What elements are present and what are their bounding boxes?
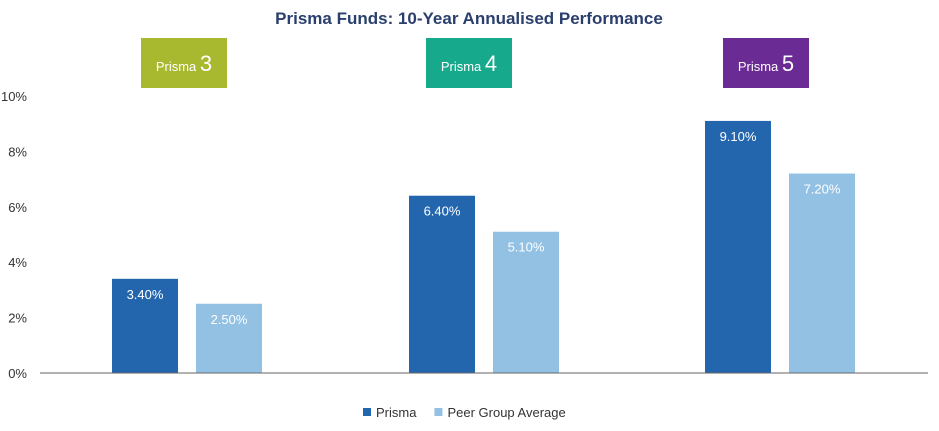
bar-value-label: 9.10% [720,129,757,144]
legend-item: Peer Group Average [434,405,566,420]
legend: Prisma Peer Group Average [363,405,566,420]
bar-peer-group-average [789,173,855,373]
bar-value-label: 6.40% [424,204,461,219]
bar-value-label: 3.40% [127,287,164,302]
bar-prisma [705,120,771,374]
fund-badge-label: Prisma 4 [441,51,497,76]
bar-prisma [112,278,178,373]
bar-peer-group-average [196,303,262,373]
bar-value-label: 7.20% [804,182,841,197]
bar-peer-group-average [493,231,559,373]
fund-badge-box [141,38,227,88]
y-tick-label: 10% [1,89,27,104]
fund-badge-box [723,38,809,88]
fund-badge: Prisma 4 [426,38,512,88]
legend-swatch [363,408,371,416]
y-axis: 0% 2% 4% 6% 8% 10% [1,89,27,381]
fund-badge-label: Prisma 3 [156,51,212,76]
y-tick-label: 2% [8,311,27,326]
y-tick-label: 0% [8,366,27,381]
chart-title: Prisma Funds: 10-Year Annualised Perform… [275,9,663,28]
bar-value-label: 5.10% [508,240,545,255]
legend-label: Prisma [376,405,417,420]
y-tick-label: 4% [8,255,27,270]
legend-item: Prisma [363,405,417,420]
legend-swatch [434,408,443,416]
fund-badge: Prisma 5 [723,38,809,88]
bars: 3.40% 6.40% 9.10% 2.50% 5.10% 7.20% [112,120,855,374]
legend-label: Peer Group Average [447,405,565,420]
fund-badge: Prisma 3 [141,38,227,88]
fund-badge-label: Prisma 5 [738,51,794,76]
bar-value-label: 2.50% [211,312,248,327]
fund-badges: Prisma 3 Prisma 4 Prisma 5 [141,38,809,88]
y-tick-label: 6% [8,200,27,215]
bar-prisma [409,195,475,373]
fund-badge-box [426,38,512,88]
y-tick-label: 8% [8,144,27,159]
